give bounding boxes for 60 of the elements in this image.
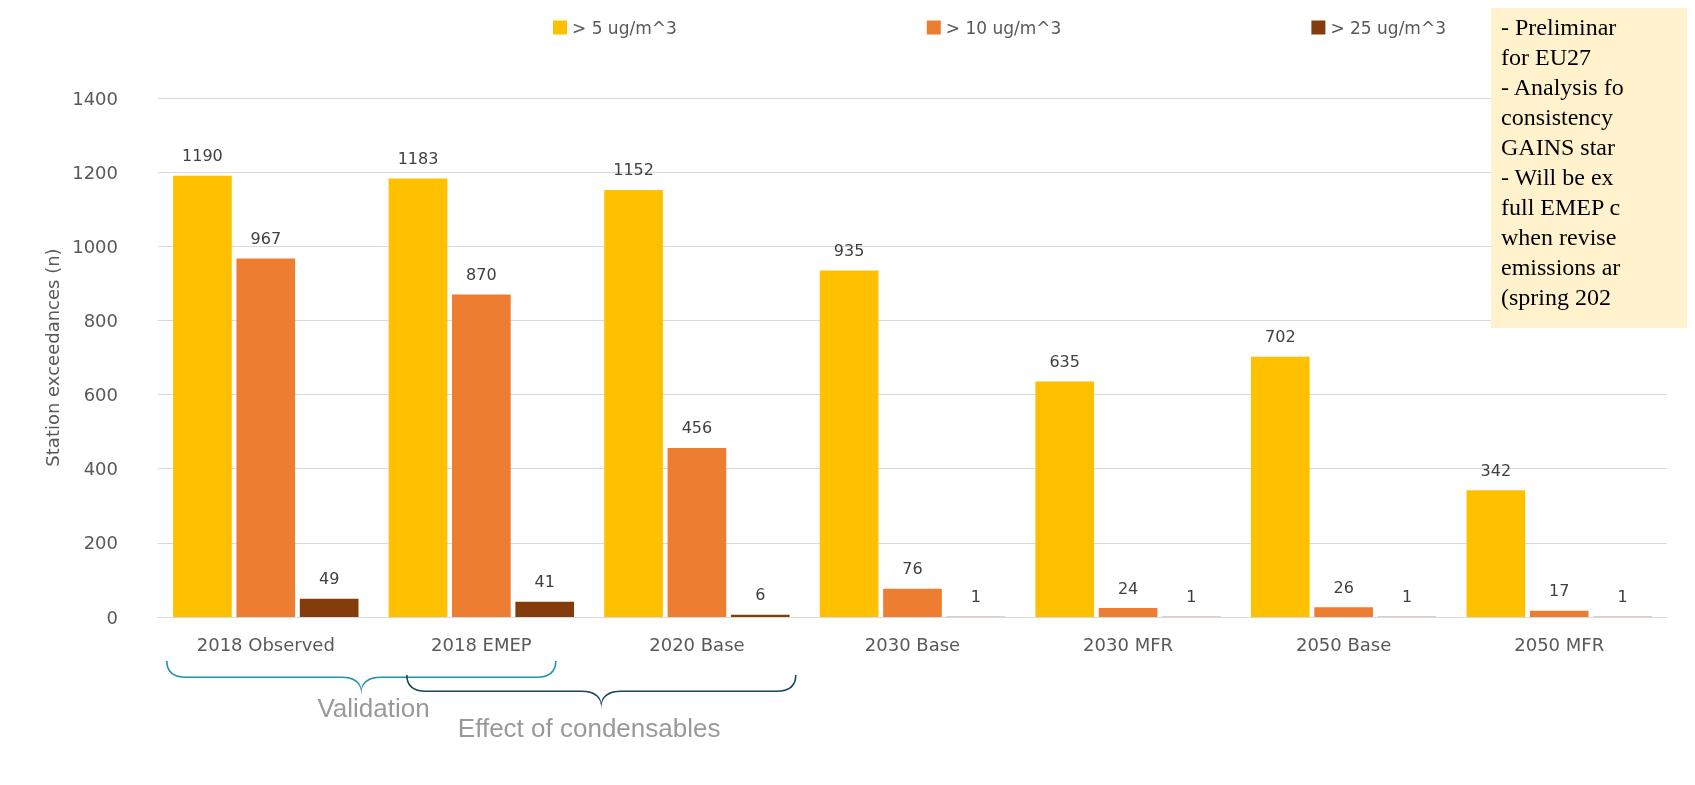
y-axis-title: Station exceedances (n)	[41, 248, 63, 467]
data-label: 26	[1333, 577, 1354, 597]
legend-label: > 5 ug/m^3	[572, 17, 677, 38]
y-tick-label: 1200	[72, 161, 118, 183]
x-tick-label: 2050 Base	[1295, 633, 1392, 655]
bar	[667, 447, 727, 617]
bar	[1466, 490, 1526, 617]
data-label: 41	[534, 572, 555, 592]
x-tick-label: 2030 Base	[864, 633, 961, 655]
data-label: 1183	[397, 148, 439, 168]
y-tick-label: 800	[83, 309, 118, 331]
bar	[1529, 610, 1589, 617]
data-label: 635	[1049, 352, 1080, 372]
y-tick-label: 1000	[72, 235, 118, 257]
bar	[299, 598, 359, 617]
bar	[236, 258, 296, 617]
y-tick-label: 600	[83, 384, 118, 406]
x-tick-label: 2030 MFR	[1083, 633, 1174, 655]
data-label: 1152	[613, 160, 654, 180]
data-label: 967	[250, 229, 282, 249]
bar	[515, 601, 575, 617]
bar	[452, 294, 511, 617]
data-label: 935	[833, 240, 865, 260]
data-label: 1	[1617, 587, 1628, 607]
text: - Preliminar for EU27 - Analysis fo consistency GAINS star - Will be ex full EMEP c when revise emissions ar (spring 202	[1501, 14, 1624, 310]
bar	[1314, 607, 1373, 617]
data-label: 24	[1117, 578, 1139, 598]
y-tick-label: 400	[83, 458, 118, 480]
bar	[730, 614, 790, 617]
y-tick-label: 1400	[72, 87, 118, 109]
data-label: 17	[1549, 581, 1570, 601]
bar	[388, 178, 448, 617]
bar	[1098, 608, 1158, 617]
bar	[819, 270, 879, 617]
legend-label: > 25 ug/m^3	[1330, 17, 1446, 38]
data-label: 870	[466, 264, 497, 284]
data-label: 1	[970, 587, 981, 607]
data-label: 49	[318, 569, 340, 589]
data-label: 76	[902, 559, 923, 579]
bar	[1035, 381, 1095, 617]
x-tick-label: 2018 Observed	[196, 633, 335, 655]
y-tick-label: 200	[83, 532, 118, 554]
data-label: 1	[1186, 587, 1197, 607]
bar	[1250, 356, 1310, 617]
bar	[173, 175, 232, 617]
text: Validation	[317, 693, 430, 723]
x-tick-label: 2018 EMEP	[431, 633, 532, 655]
legend-label: > 10 ug/m^3	[945, 17, 1062, 38]
data-label: 702	[1265, 327, 1296, 347]
bar	[604, 189, 663, 617]
data-label: 456	[681, 418, 713, 438]
x-tick-label: 2020 Base	[649, 633, 745, 655]
text: Effect of condensables	[457, 713, 721, 743]
bar	[883, 588, 942, 617]
y-tick-label: 0	[106, 606, 118, 628]
data-label: 342	[1480, 460, 1512, 480]
x-tick-label: 2050 MFR	[1514, 633, 1605, 655]
data-label: 6	[755, 585, 766, 605]
data-label: 1190	[182, 146, 223, 166]
data-label: 1	[1401, 587, 1413, 607]
